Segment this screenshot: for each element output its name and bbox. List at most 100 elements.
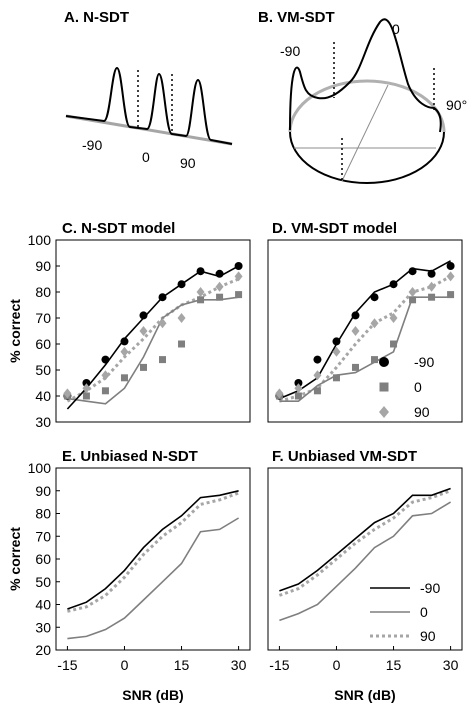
panel-e-chart: E. Unbiased N-SDT 20 30 40 50 60 70 80 90 100 -1… [28,448,251,703]
panel-d-legend: -90 0 90 [379,354,434,420]
panel-e-marks [67,490,240,640]
panel-d-point-zero [313,387,321,395]
panel-c-point-pos90 [139,326,148,336]
panel-c-marks [63,262,243,410]
panel-d-point-neg90 [389,280,398,289]
panel-e-y-tick-label: 60 [35,551,51,567]
panel-b-axis-diagonal [341,84,389,182]
panel-d-title: D. VM-SDT model [272,220,397,237]
panel-a-density-curve [65,66,233,145]
panel-b-density-curve [289,18,442,133]
panel-c-point-pos90 [215,281,224,292]
panel-c-point-pos90 [101,370,110,381]
panel-c-series-line-pos90 [66,277,240,403]
panel-c-y-tick-label: 90 [35,258,51,274]
panel-a-baseline [65,114,233,146]
panel-c-point-neg90 [101,355,110,364]
panel-f-title: F. Unbiased VM-SDT [272,448,417,465]
panel-e-y-ticks: 20 30 40 50 60 70 80 90 100 [28,460,60,658]
panel-d-point-pos90 [275,388,284,399]
panel-d-point-pos90 [408,287,417,297]
panel-d-point-neg90 [351,311,360,320]
panel-d-chart: D. VM-SDT model -90 0 90 [267,220,463,423]
panel-e-x-axis-label: SNR (dB) [122,687,183,703]
panel-f-x-tick-label: -15 [269,657,289,673]
panel-f-series-line-neg90 [279,487,451,592]
panel-c-point-neg90 [82,379,91,387]
panel-f-legend-label: 90 [420,628,436,644]
panel-b-title: B. VM-SDT [258,9,335,26]
panel-e-x-tick-label: 30 [231,657,247,673]
panel-c-point-neg90 [177,280,186,289]
panel-c-y-tick-label: 60 [35,336,51,352]
panel-d-point-zero [294,392,302,400]
panel-d-legend-label: 90 [414,404,430,420]
panel-f-series-line-pos90 [278,489,452,597]
panel-c-point-pos90 [82,383,91,394]
panel-c-point-zero [235,291,243,299]
panel-b-label-0: 0 [392,21,400,37]
panel-f-frame [267,467,463,651]
panel-c-point-neg90 [139,311,148,320]
panel-d-legend-marker [379,357,389,367]
panel-d-point-neg90 [294,379,303,387]
panel-d-legend-marker [379,406,389,418]
panel-f-legend-label: 0 [420,604,428,620]
panel-d-point-pos90 [332,346,341,357]
panel-c-point-pos90 [177,313,186,323]
panel-d-point-zero [390,340,398,348]
panel-c-y-tick-label: 100 [28,232,52,248]
panel-c-point-pos90 [158,318,167,329]
panel-f-series-line-zero [279,501,452,622]
panel-e-y-tick-label: 50 [35,574,51,590]
panel-e-y-tick-label: 20 [35,642,51,658]
panel-d-legend-label: -90 [414,354,434,370]
panel-c-point-zero [178,340,186,348]
panel-b-label-neg90: -90 [280,43,300,59]
panel-e-series-line-pos90 [67,491,240,613]
panel-e-title: E. Unbiased N-SDT [62,448,198,465]
panel-c-y-tick-label: 80 [35,284,51,300]
panel-d-point-pos90 [370,318,379,329]
panel-d-point-neg90 [370,293,379,302]
panel-c-point-zero [216,293,224,301]
panel-d-point-neg90 [446,262,455,270]
panel-d-point-neg90 [408,267,417,276]
panel-c-point-pos90 [234,271,243,282]
panel-e-y-tick-label: 90 [35,483,51,499]
panel-d-frame [267,239,463,423]
panel-d-series-line-pos90 [279,275,452,403]
panel-d-point-neg90 [427,269,436,278]
panel-c-point-pos90 [196,287,205,297]
panel-d-point-zero [351,363,359,371]
panel-a-label-0: 0 [142,149,150,165]
panel-d-point-pos90 [313,370,322,381]
panel-e-y-tick-label: 100 [28,460,52,476]
panel-d-point-zero [428,293,436,301]
panel-c-point-pos90 [120,346,129,357]
panel-e-x-tick-label: 0 [121,657,129,673]
panel-d-point-pos90 [427,281,436,292]
panel-a-label-90: 90 [180,155,196,171]
panel-c-point-zero [101,387,109,395]
panel-c-chart: C. N-SDT model 30 40 50 60 70 80 90 100 [28,220,251,430]
panel-d-point-pos90 [389,313,398,323]
panel-c-point-neg90 [234,262,243,270]
panel-c-point-neg90 [158,293,167,302]
panel-c-y-tick-label: 40 [35,388,51,404]
panel-f-x-axis-label: SNR (dB) [334,687,395,703]
panel-c-y-tick-label: 50 [35,362,51,378]
panel-c-y-axis-label: % correct [7,299,23,363]
panel-b-schematic: B. VM-SDT -90 0 90° [258,9,467,184]
panel-e-y-axis-label: % correct [7,527,23,591]
panel-c-frame [55,239,251,423]
panel-a-label-neg90: -90 [82,137,102,153]
panel-d-series-line-zero [279,296,451,403]
panel-f-legend: -90 0 90 [370,580,440,644]
panel-e-series-line-neg90 [67,490,239,610]
panel-d-point-zero [332,374,340,382]
panel-e-y-tick-label: 70 [35,528,51,544]
panel-c-y-tick-label: 30 [35,414,51,430]
panel-f-x-ticks: -15 0 15 30 [269,646,459,673]
